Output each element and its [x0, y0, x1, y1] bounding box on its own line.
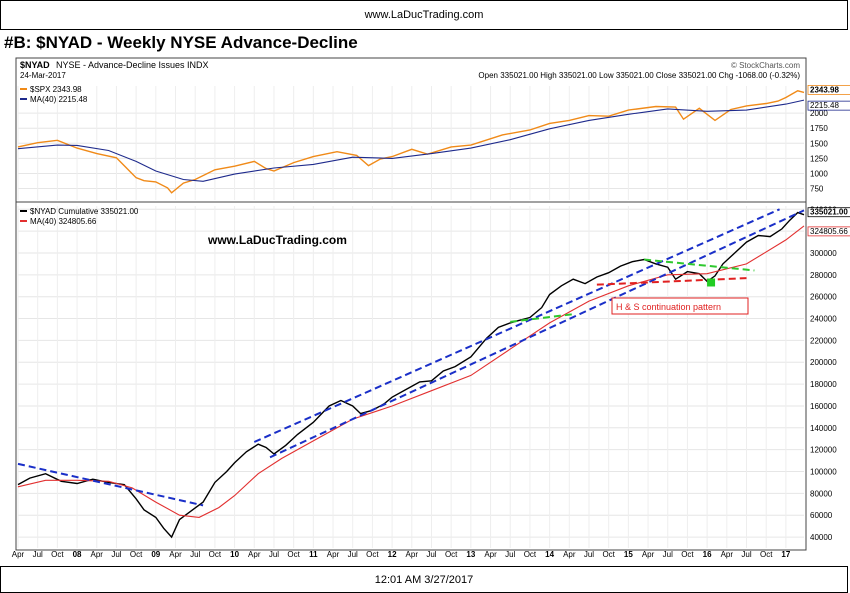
x-axis: Apr Jul Oct 08 Apr Jul Oct 09 Apr Jul Oct 10 Apr Jul O…	[12, 550, 791, 559]
chart-canvas: $NYAD NYSE - Advance-Decline Issues INDX…	[12, 57, 850, 559]
y-tick-label: 200000	[810, 358, 837, 367]
x-tick-label: Oct	[366, 550, 379, 559]
x-tick-label: 10	[230, 550, 239, 559]
x-tick-label: Apr	[169, 550, 182, 559]
annotation-box	[611, 297, 749, 315]
site-url[interactable]: www.LaDucTrading.com	[364, 9, 484, 21]
x-tick-label: Oct	[287, 550, 300, 559]
y-tick-label: 260000	[810, 293, 837, 302]
footer-timestamp: 12:01 AM 3/27/2017	[374, 573, 474, 586]
x-tick-label: Oct	[681, 550, 694, 559]
chart-date: 24-Mar-2017	[20, 71, 66, 80]
y-tick-label: 300000	[810, 249, 837, 258]
x-tick-label: Jul	[190, 550, 200, 559]
y-tick-label: 1500	[810, 139, 828, 148]
x-tick-label: Oct	[760, 550, 773, 559]
y-tick-label: 140000	[810, 424, 837, 433]
x-tick-label: Oct	[209, 550, 222, 559]
y-tick-label: 1750	[810, 124, 828, 133]
x-tick-label: Oct	[445, 550, 458, 559]
y-tick-label: 240000	[810, 315, 837, 324]
trendline-neckline	[596, 277, 747, 286]
page-title: #B: $NYAD - Weekly NYSE Advance-Decline	[4, 33, 358, 52]
trendline-channel-top	[253, 208, 780, 443]
x-tick-label: 17	[781, 550, 790, 559]
y-tick-label: 2000	[810, 109, 828, 118]
x-tick-label: Jul	[33, 550, 43, 559]
y-tick-label: 60000	[810, 511, 833, 520]
x-tick-label: 15	[624, 550, 633, 559]
x-tick-label: Apr	[12, 550, 25, 559]
x-tick-label: 09	[151, 550, 160, 559]
trendline-channel-bottom	[269, 209, 805, 459]
last-value-label: 335021.00	[810, 208, 848, 217]
x-tick-label: 08	[73, 550, 82, 559]
y-tick-label: 120000	[810, 446, 837, 455]
spx-panel: 2000 1750 1500 1250 1000 750 $SPX 2343.98MA(40…	[17, 84, 850, 200]
trendline-right-shoulder	[644, 258, 755, 272]
x-tick-label: Jul	[584, 550, 594, 559]
annotation-label: H & S continuation pattern	[616, 302, 721, 312]
x-tick-label: 16	[703, 550, 712, 559]
chart-ohlc: Open 335021.00 High 335021.00 Low 335021…	[478, 71, 800, 80]
y-tick-label: 220000	[810, 336, 837, 345]
last-value-label: 2215.48	[810, 101, 839, 110]
x-tick-label: Apr	[721, 550, 734, 559]
x-tick-label: Apr	[406, 550, 419, 559]
x-tick-label: Oct	[130, 550, 143, 559]
header-bar: www.LaDucTrading.com	[0, 0, 848, 30]
x-tick-label: Apr	[484, 550, 497, 559]
last-value-label: 324805.66	[810, 227, 848, 236]
x-tick-label: 13	[466, 550, 475, 559]
footer-bar: 12:01 AM 3/27/2017	[0, 566, 848, 593]
y-tick-label: 280000	[810, 271, 837, 280]
x-tick-label: Oct	[51, 550, 64, 559]
legend-label: $SPX 2343.98	[30, 85, 82, 94]
chart-provider: © StockCharts.com	[731, 61, 800, 70]
last-value-label: 2343.98	[810, 85, 839, 94]
nyad-panel: 3400003200003000002800002600002400002200…	[17, 205, 850, 548]
x-tick-label: 12	[388, 550, 397, 559]
y-tick-label: 1000	[810, 169, 828, 178]
x-tick-label: Oct	[524, 550, 537, 559]
watermark-text: www.LaDucTrading.com	[207, 233, 347, 247]
x-tick-label: Jul	[663, 550, 673, 559]
x-tick-label: Apr	[248, 550, 261, 559]
y-tick-label: 750	[810, 185, 824, 194]
y-tick-label: 1250	[810, 154, 828, 163]
chart-symbol: $NYAD	[20, 60, 50, 70]
last-value-box	[807, 100, 850, 111]
legend-label: MA(40) 324805.66	[30, 217, 97, 226]
y-tick-label: 180000	[810, 380, 837, 389]
x-tick-label: Jul	[741, 550, 751, 559]
x-tick-label: Jul	[505, 550, 515, 559]
trendline-downtrend	[17, 462, 204, 507]
y-tick-label: 80000	[810, 489, 833, 498]
legend-label: MA(40) 2215.48	[30, 95, 88, 104]
y-tick-label: 100000	[810, 468, 837, 477]
breakout-marker	[707, 278, 716, 287]
pattern-annotation: H & S continuation pattern	[611, 297, 749, 315]
x-tick-label: Jul	[111, 550, 121, 559]
chart-description: NYSE - Advance-Decline Issues INDX	[56, 60, 209, 70]
x-tick-label: Apr	[91, 550, 104, 559]
series-line-main	[17, 211, 805, 539]
x-tick-label: Apr	[563, 550, 576, 559]
x-tick-label: Jul	[269, 550, 279, 559]
last-value-box	[807, 84, 850, 95]
x-tick-label: Jul	[348, 550, 358, 559]
legend-label: $NYAD Cumulative 335021.00	[30, 207, 139, 216]
x-tick-label: 14	[545, 550, 554, 559]
x-tick-label: Apr	[327, 550, 340, 559]
y-tick-label: 160000	[810, 402, 837, 411]
x-tick-label: Jul	[426, 550, 436, 559]
y-tick-label: 40000	[810, 533, 833, 542]
last-value-box	[807, 226, 850, 237]
x-tick-label: 11	[309, 550, 318, 559]
series-line-ma	[17, 99, 805, 182]
x-tick-label: Oct	[602, 550, 615, 559]
last-value-box	[807, 207, 850, 218]
x-tick-label: Apr	[642, 550, 655, 559]
